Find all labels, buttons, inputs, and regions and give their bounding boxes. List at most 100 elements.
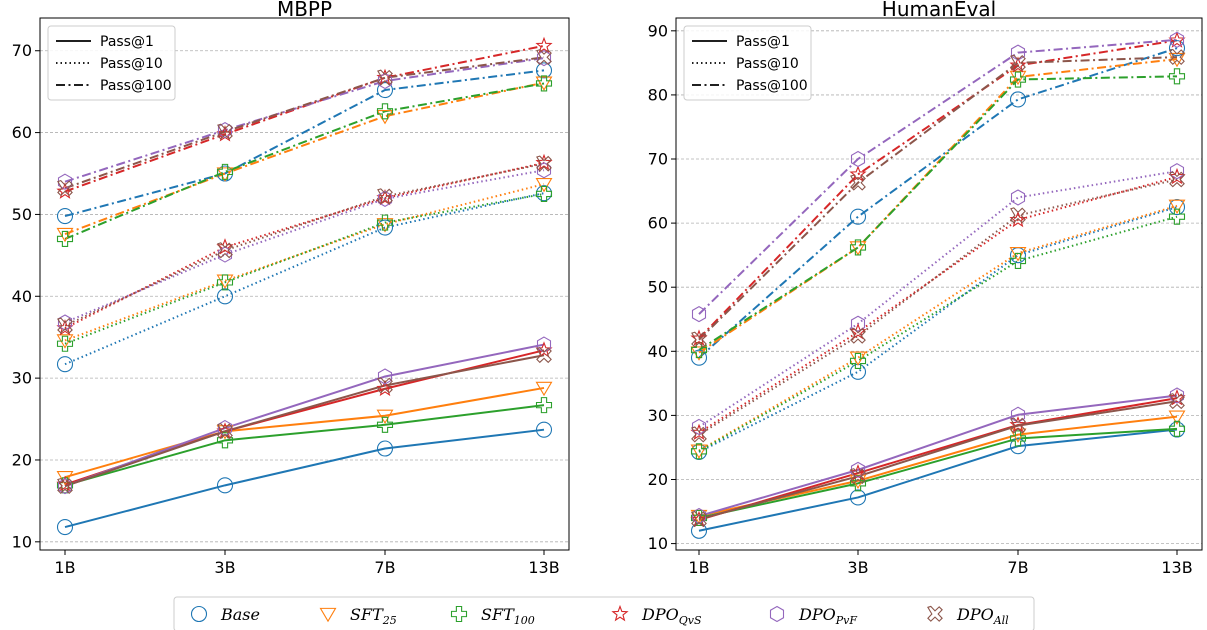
series-line-base-pass100 (698, 47, 1178, 359)
data-point (1168, 410, 1186, 425)
chart-title: HumanEval (882, 0, 996, 21)
series-line-base-pass10 (698, 206, 1178, 453)
series-line-dpo-qvs-pass100 (64, 44, 545, 193)
series-line-sft100-pass100 (64, 82, 545, 240)
series-line-dpo-all-pass1 (64, 354, 545, 488)
legend-label: Pass@100 (100, 78, 172, 94)
data-point (217, 246, 233, 263)
series-line-dpo-all-pass10 (64, 162, 545, 327)
y-tick-label: 50 (12, 205, 32, 224)
data-point (535, 177, 553, 193)
data-point (56, 230, 74, 248)
legend-marker (450, 605, 468, 623)
data-point (536, 155, 552, 172)
data-point (535, 421, 553, 438)
data-point (376, 440, 394, 457)
x-tick-label: 13B (1161, 558, 1192, 577)
legend-label: Pass@10 (736, 56, 799, 72)
y-tick-label: 40 (648, 342, 668, 361)
legend-box (47, 25, 176, 101)
data-point (56, 356, 74, 373)
data-point (1168, 208, 1186, 225)
data-point (1169, 387, 1185, 404)
data-point (690, 341, 708, 359)
data-point (849, 208, 867, 225)
data-point (850, 315, 866, 332)
data-point (1169, 163, 1185, 180)
series-line-dpo-pvf-pass1 (64, 343, 545, 488)
series-line-dpo-pvf-pass100 (64, 57, 545, 183)
line-style-legend: Pass@1 Pass@10 Pass@100 (47, 25, 176, 101)
x-tick-label: 3B (214, 558, 235, 577)
data-point (1169, 31, 1185, 48)
data-point (535, 185, 553, 202)
series-line-dpo-qvs-pass10 (64, 161, 545, 330)
data-point (1009, 438, 1027, 455)
panel-mbpp: 10 20 30 40 50 60 70 1B 3B 7B 13B MBPP Pass@1 Pass@10… (12, 0, 570, 577)
data-point (535, 76, 553, 91)
data-point (56, 182, 74, 199)
data-point (56, 208, 74, 225)
series-line-base-pass100 (64, 69, 545, 218)
y-tick-label: 80 (648, 85, 668, 104)
data-point (376, 416, 394, 433)
data-point (56, 477, 74, 494)
series-line-sft100-pass10 (64, 192, 545, 345)
legend-marker (927, 605, 943, 622)
data-point (1010, 54, 1026, 71)
data-point (1169, 48, 1185, 65)
data-point (536, 49, 552, 66)
x-tick-label: 13B (528, 558, 559, 577)
data-point (849, 239, 867, 256)
series-line-dpo-all-pass100 (64, 56, 545, 190)
data-point (376, 219, 394, 236)
data-point (1168, 40, 1186, 57)
data-point (376, 214, 394, 231)
data-point (691, 331, 707, 348)
data-point (377, 190, 393, 208)
data-point (849, 363, 867, 380)
data-point (56, 319, 74, 336)
data-point (376, 110, 394, 125)
data-point (1010, 417, 1026, 434)
data-point (376, 379, 394, 397)
data-point (690, 349, 708, 366)
legend-method-label: Base (220, 605, 260, 624)
data-point (691, 418, 707, 436)
data-point (535, 185, 553, 203)
legend-box (683, 25, 812, 101)
legend-label: Pass@100 (736, 78, 808, 94)
y-tick-label: 90 (648, 21, 668, 40)
legend-method-subscript: 100 (514, 614, 535, 627)
axes-frame (675, 17, 1203, 551)
data-point (56, 227, 74, 243)
data-point (535, 397, 553, 414)
data-point (217, 242, 233, 259)
data-point (376, 409, 394, 424)
data-point (691, 511, 707, 528)
data-point (849, 352, 867, 369)
data-point (216, 274, 234, 291)
x-tick-label: 7B (374, 558, 395, 577)
series-line-dpo-all-pass10 (698, 178, 1178, 436)
data-point (535, 381, 553, 397)
series-line-sft100-pass10 (698, 215, 1178, 453)
series-line-base-pass10 (64, 192, 545, 366)
legend-label: Pass@10 (100, 56, 163, 72)
legend-marker (319, 607, 337, 623)
data-point (377, 377, 393, 394)
y-tick-label: 70 (12, 41, 32, 60)
data-point (850, 461, 866, 479)
series-line-sft25-pass1 (698, 415, 1178, 518)
x-tick-label: 1B (688, 558, 709, 577)
data-point (1168, 199, 1186, 216)
y-tick-label: 70 (648, 150, 668, 169)
series-line-sft100-pass1 (64, 404, 545, 487)
data-point (1009, 71, 1027, 88)
data-point (1168, 420, 1186, 437)
legend-marker (190, 605, 208, 623)
data-point (535, 36, 553, 54)
series-line-sft25-pass1 (64, 386, 545, 479)
series-line-dpo-pvf-pass1 (698, 394, 1178, 517)
data-point (535, 62, 553, 79)
